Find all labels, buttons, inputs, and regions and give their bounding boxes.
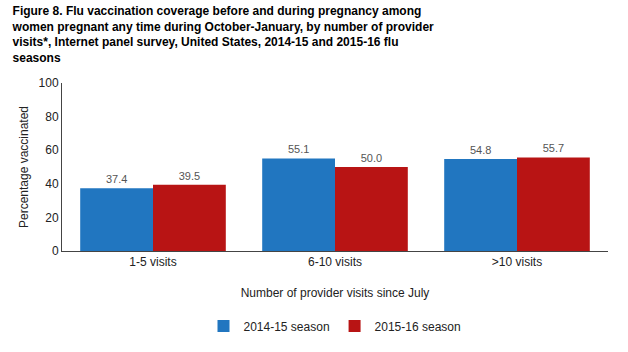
svg-text:55.1: 55.1	[288, 143, 309, 155]
svg-text:0: 0	[52, 244, 59, 258]
svg-text:60: 60	[45, 143, 59, 157]
svg-text:Figure 8. Flu vaccination cove: Figure 8. Flu vaccination coverage befor…	[12, 4, 435, 65]
svg-text:2014-15 season: 2014-15 season	[244, 320, 330, 334]
svg-text:1-5 visits: 1-5 visits	[129, 255, 176, 269]
svg-text:20: 20	[45, 211, 59, 225]
svg-text:55.7: 55.7	[543, 142, 564, 154]
svg-text:Percentage vaccinated: Percentage vaccinated	[17, 106, 31, 228]
svg-text:37.4: 37.4	[106, 173, 127, 185]
svg-text:100: 100	[39, 76, 59, 90]
svg-text:50.0: 50.0	[361, 152, 382, 164]
svg-text:40: 40	[45, 177, 59, 191]
svg-text:Number of provider visits sinc: Number of provider visits since July	[241, 286, 430, 300]
svg-text:39.5: 39.5	[179, 170, 200, 182]
svg-text:6-10 visits: 6-10 visits	[308, 255, 362, 269]
svg-text:2015-16 season: 2015-16 season	[375, 320, 461, 334]
svg-text:80: 80	[45, 110, 59, 124]
svg-text:54.8: 54.8	[470, 144, 491, 156]
svg-text:>10 visits: >10 visits	[492, 255, 542, 269]
